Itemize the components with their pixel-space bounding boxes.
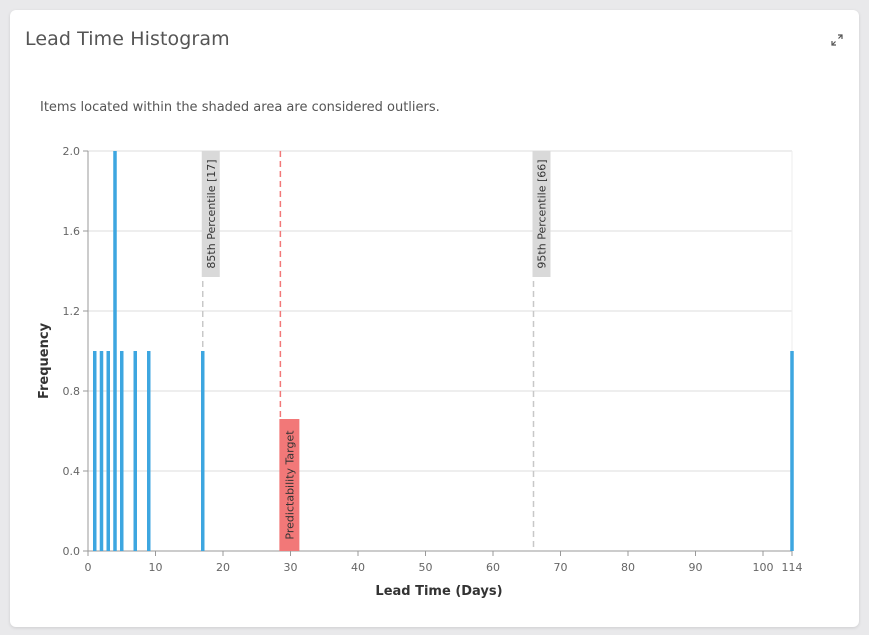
y-tick-label: 0.0 xyxy=(63,545,81,558)
y-tick-label: 0.8 xyxy=(63,385,81,398)
x-axis: 0 10 20 30 40 50 60 70 80 90 100 114 xyxy=(85,550,803,574)
x-tick-label: 0 xyxy=(85,561,92,574)
x-axis-title: Lead Time (Days) xyxy=(375,584,502,599)
histogram-bar xyxy=(93,351,97,551)
y-tick-label: 2.0 xyxy=(63,145,81,158)
target-label: Predictability Target xyxy=(283,430,296,540)
x-tick-label: 10 xyxy=(149,561,163,574)
card-title: Lead Time Histogram xyxy=(25,28,230,50)
x-tick-label: 100 xyxy=(753,561,774,574)
y-tick-label: 1.6 xyxy=(63,225,81,238)
x-tick-label: 70 xyxy=(554,561,568,574)
x-tick-label: 114 xyxy=(782,561,803,574)
histogram-bar xyxy=(790,351,794,551)
x-tick-label: 40 xyxy=(351,561,365,574)
grid-lines xyxy=(88,150,793,552)
x-tick-label: 90 xyxy=(689,561,703,574)
y-tick-label: 0.4 xyxy=(63,465,81,478)
histogram-card: Lead Time Histogram Items located within… xyxy=(10,10,859,627)
x-tick-label: 60 xyxy=(486,561,500,574)
percentile-markers: 85th Percentile [17] 95th Percentile [66] xyxy=(201,151,551,551)
histogram-bar xyxy=(133,351,137,551)
histogram-bar xyxy=(106,351,110,551)
histogram-bar xyxy=(120,351,124,551)
histogram-chart: 0 10 20 30 40 50 60 70 80 90 100 114 0.0 0.4 0.8 1.2 1.… xyxy=(37,145,803,599)
percentile-label-box xyxy=(532,151,551,277)
target-label-box xyxy=(279,419,300,551)
x-tick-label: 20 xyxy=(216,561,230,574)
chart-subtitle: Items located within the shaded area are… xyxy=(40,100,440,115)
x-tick-label: 50 xyxy=(419,561,433,574)
percentile-label: 85th Percentile [17] xyxy=(205,159,218,268)
x-tick-label: 30 xyxy=(284,561,298,574)
histogram-bar xyxy=(113,151,117,551)
histogram-bar xyxy=(147,351,151,551)
percentile-label-box xyxy=(201,151,220,277)
predictability-target: Predictability Target xyxy=(279,151,300,551)
y-tick-label: 1.2 xyxy=(63,305,81,318)
histogram-bar xyxy=(201,351,205,551)
expand-icon[interactable] xyxy=(829,32,845,48)
histogram-bar xyxy=(99,351,104,551)
y-axis: 0.0 0.4 0.8 1.2 1.6 2.0 xyxy=(63,145,89,558)
y-axis-title: Frequency xyxy=(37,322,52,399)
x-tick-label: 80 xyxy=(621,561,635,574)
percentile-label: 95th Percentile [66] xyxy=(536,159,549,268)
histogram-bars xyxy=(93,151,794,551)
